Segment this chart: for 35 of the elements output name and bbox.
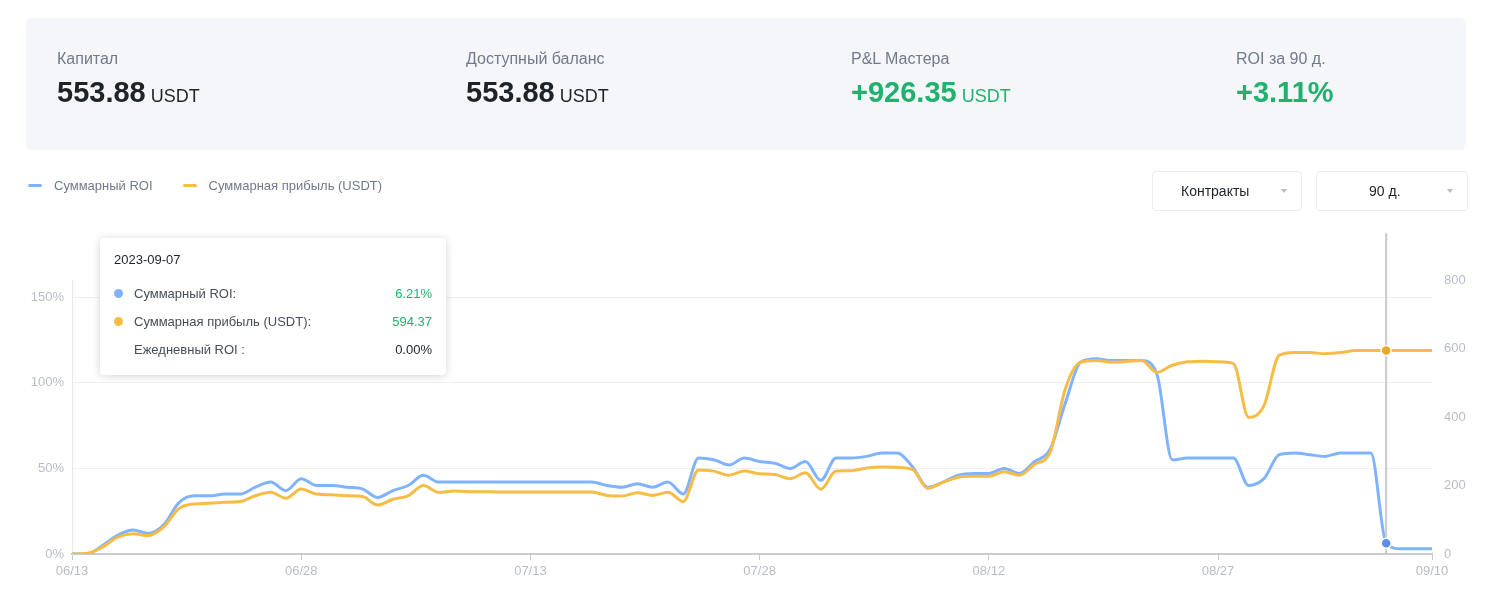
annotation: Суммарная прибыль (USDT): — [134, 313, 312, 329]
x-tick-label: 07/28 — [743, 563, 776, 579]
annotation: 6.21% — [394, 285, 432, 301]
annotation: Суммарный ROI: — [134, 285, 237, 301]
y2-tick-label: 200 — [1444, 477, 1466, 493]
y2-tick-label: 400 — [1444, 408, 1466, 424]
y-tick-label: 0% — [45, 545, 65, 561]
text: 2023-09-07 — [114, 252, 181, 267]
y-tick-label: 50% — [37, 459, 65, 475]
dropdown[interactable]: Контракты — [1152, 171, 1302, 211]
text: Доступный баланс — [466, 50, 606, 68]
legend-label: Суммарная прибыль (USDT) — [208, 178, 383, 193]
y2-tick-label: 0 — [1444, 545, 1452, 561]
text: ROI за 90 д. — [1236, 50, 1327, 68]
text: +926.35 USDT — [851, 76, 1011, 108]
x-tick-label: 08/27 — [1201, 563, 1235, 579]
dropdown[interactable]: 90 д. — [1316, 171, 1468, 211]
y-tick-label: 100% — [30, 374, 65, 390]
legend-label: Суммарный ROI — [54, 178, 153, 193]
x-tick-label: 06/13 — [55, 563, 89, 579]
x-tick-label: 07/13 — [514, 563, 547, 579]
text: 553.88 USDT — [466, 76, 609, 108]
annotation: Ежедневный ROI : — [134, 341, 245, 357]
annotation: 594.37 — [391, 313, 432, 329]
text: 553.88 USDT — [57, 76, 200, 108]
text: P&L Мастера — [851, 50, 951, 68]
text: +3.11% — [1236, 76, 1334, 108]
text: Капитал — [57, 50, 120, 68]
annotation: 0.00% — [394, 341, 432, 357]
y2-tick-label: 600 — [1444, 340, 1466, 356]
x-tick-label: 09/10 — [1415, 563, 1449, 579]
x-tick-label: 08/12 — [972, 563, 1006, 579]
x-tick-label: 06/28 — [284, 563, 318, 579]
y2-tick-label: 800 — [1444, 271, 1466, 287]
y-tick-label: 150% — [30, 288, 65, 304]
